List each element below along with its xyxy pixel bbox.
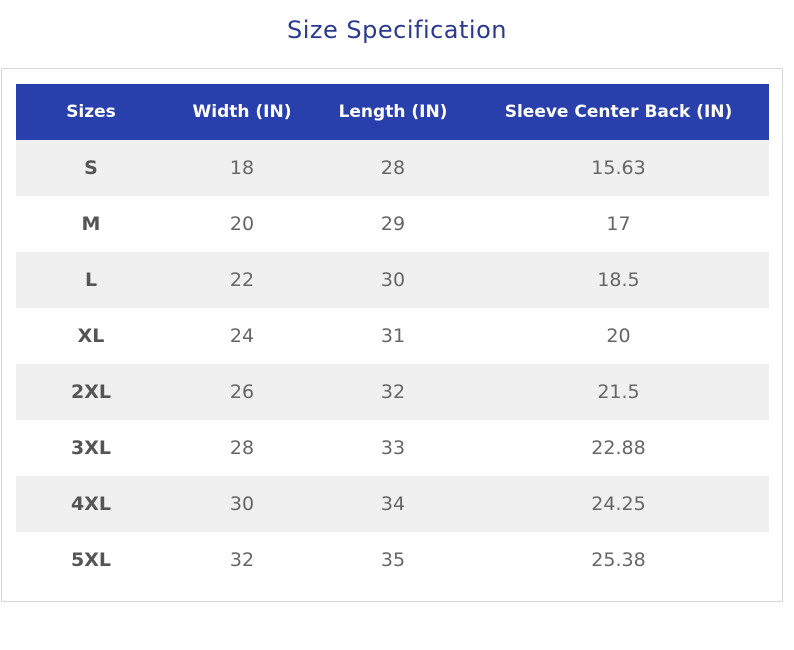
width-cell: 28 (166, 420, 318, 476)
length-cell: 30 (318, 252, 468, 308)
header-width: Width (IN) (166, 84, 318, 140)
sleeve-cell: 20 (468, 308, 769, 364)
sleeve-cell: 25.38 (468, 532, 769, 588)
width-cell: 26 (166, 364, 318, 420)
sleeve-cell: 21.5 (468, 364, 769, 420)
length-cell: 33 (318, 420, 468, 476)
width-cell: 24 (166, 308, 318, 364)
table-row: 3XL 28 33 22.88 (16, 420, 769, 476)
table-row: 4XL 30 34 24.25 (16, 476, 769, 532)
width-cell: 32 (166, 532, 318, 588)
length-cell: 32 (318, 364, 468, 420)
size-cell: M (16, 196, 166, 252)
width-cell: 30 (166, 476, 318, 532)
size-cell: 2XL (16, 364, 166, 420)
sleeve-cell: 17 (468, 196, 769, 252)
size-specification-table: Sizes Width (IN) Length (IN) Sleeve Cent… (16, 84, 769, 588)
size-cell: XL (16, 308, 166, 364)
length-cell: 34 (318, 476, 468, 532)
header-length: Length (IN) (318, 84, 468, 140)
width-cell: 18 (166, 140, 318, 196)
table-row: 2XL 26 32 21.5 (16, 364, 769, 420)
sleeve-cell: 24.25 (468, 476, 769, 532)
table-row: M 20 29 17 (16, 196, 769, 252)
header-sleeve-center-back: Sleeve Center Back (IN) (468, 84, 769, 140)
length-cell: 29 (318, 196, 468, 252)
size-cell: 3XL (16, 420, 166, 476)
table-row: 5XL 32 35 25.38 (16, 532, 769, 588)
length-cell: 35 (318, 532, 468, 588)
width-cell: 20 (166, 196, 318, 252)
table-row: S 18 28 15.63 (16, 140, 769, 196)
size-cell: S (16, 140, 166, 196)
page-title: Size Specification (287, 16, 507, 44)
width-cell: 22 (166, 252, 318, 308)
table-row: L 22 30 18.5 (16, 252, 769, 308)
size-cell: 4XL (16, 476, 166, 532)
length-cell: 31 (318, 308, 468, 364)
sleeve-cell: 15.63 (468, 140, 769, 196)
sleeve-cell: 22.88 (468, 420, 769, 476)
size-cell: 5XL (16, 532, 166, 588)
length-cell: 28 (318, 140, 468, 196)
size-cell: L (16, 252, 166, 308)
header-row: Sizes Width (IN) Length (IN) Sleeve Cent… (16, 84, 769, 140)
sleeve-cell: 18.5 (468, 252, 769, 308)
table-row: XL 24 31 20 (16, 308, 769, 364)
header-sizes: Sizes (16, 84, 166, 140)
